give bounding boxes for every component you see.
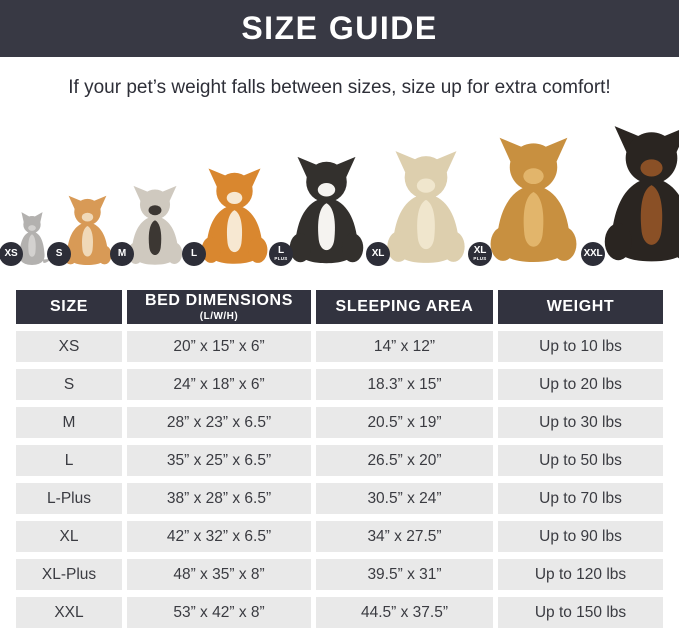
- column-header-size: SIZE: [16, 290, 122, 324]
- animal-golden-retriever: XL PLUS: [468, 133, 590, 269]
- cell-bed-dimensions: 35” x 25” x 6.5”: [127, 445, 311, 476]
- cell-size: S: [16, 369, 122, 400]
- column-header-weight: WEIGHT: [498, 290, 663, 324]
- animal-french-bulldog: M: [110, 183, 191, 269]
- cell-size: M: [16, 407, 122, 438]
- cell-sleeping-area: 26.5” x 20”: [316, 445, 493, 476]
- size-badge-xs: XS: [0, 242, 23, 266]
- cell-weight: Up to 150 lbs: [498, 597, 663, 628]
- column-header-sleeping-area: SLEEPING AREA: [316, 290, 493, 324]
- badge-label: L: [278, 245, 284, 257]
- badge-label: XXL: [583, 248, 603, 259]
- cell-weight: Up to 120 lbs: [498, 559, 663, 590]
- size-badge-m: M: [110, 242, 134, 266]
- doberman-illustration: [604, 126, 679, 262]
- cell-weight: Up to 30 lbs: [498, 407, 663, 438]
- cell-size: L-Plus: [16, 483, 122, 514]
- cell-weight: Up to 50 lbs: [498, 445, 663, 476]
- column-header-bed-dimensions-sub: (L/W/H): [199, 311, 239, 322]
- table-row-l-plus: L-Plus 38” x 28” x 6.5” 30.5” x 24” Up t…: [16, 483, 663, 514]
- animal-cat: XS: [0, 211, 56, 269]
- table-header-row: SIZE BED DIMENSIONS (L/W/H) SLEEPING ARE…: [16, 290, 663, 324]
- cell-bed-dimensions: 42” x 32” x 6.5”: [127, 521, 311, 552]
- cell-weight: Up to 10 lbs: [498, 331, 663, 362]
- cell-weight: Up to 70 lbs: [498, 483, 663, 514]
- badge-sub-label: PLUS: [274, 256, 288, 262]
- animal-border-collie: L PLUS: [269, 153, 375, 269]
- cell-weight: Up to 20 lbs: [498, 369, 663, 400]
- cell-bed-dimensions: 48” x 35” x 8”: [127, 559, 311, 590]
- cell-bed-dimensions: 28” x 23” x 6.5”: [127, 407, 311, 438]
- animal-labrador: XL: [366, 147, 477, 269]
- badge-label: XL: [473, 245, 487, 257]
- cell-sleeping-area: 20.5” x 19”: [316, 407, 493, 438]
- cell-bed-dimensions: 38” x 28” x 6.5”: [127, 483, 311, 514]
- badge-label: S: [55, 248, 63, 259]
- cell-sleeping-area: 30.5” x 24”: [316, 483, 493, 514]
- labrador-illustration: [387, 151, 465, 263]
- page-title: SIZE GUIDE: [241, 10, 438, 46]
- cell-sleeping-area: 14” x 12”: [316, 331, 493, 362]
- cell-sleeping-area: 18.3” x 15”: [316, 369, 493, 400]
- cell-size: XL: [16, 521, 122, 552]
- animal-pomeranian: S: [47, 193, 119, 269]
- cell-size: L: [16, 445, 122, 476]
- table-row-xxl: XXL 53” x 42” x 8” 44.5” x 37.5” Up to 1…: [16, 597, 663, 628]
- badge-label: XS: [4, 248, 18, 259]
- animal-row: XS S M L: [0, 101, 679, 269]
- cell-size: XXL: [16, 597, 122, 628]
- table-row-xs: XS 20” x 15” x 6” 14” x 12” Up to 10 lbs: [16, 331, 663, 362]
- header-bar: SIZE GUIDE: [0, 0, 679, 57]
- badge-sub-label: PLUS: [473, 256, 487, 262]
- badge-label: XL: [371, 248, 385, 259]
- table-row-xl: XL 42” x 32” x 6.5” 34” x 27.5” Up to 90…: [16, 521, 663, 552]
- cell-size: XS: [16, 331, 122, 362]
- animal-doberman: XXL: [581, 121, 679, 269]
- size-badge-xl-plus: XL PLUS: [468, 242, 492, 266]
- cell-size: XL-Plus: [16, 559, 122, 590]
- size-badge-s: S: [47, 242, 71, 266]
- animal-shiba-inu: L: [182, 165, 278, 269]
- table-row-l: L 35” x 25” x 6.5” 26.5” x 20” Up to 50 …: [16, 445, 663, 476]
- size-badge-l-plus: L PLUS: [269, 242, 293, 266]
- golden-retriever-illustration: [490, 137, 577, 263]
- cell-weight: Up to 90 lbs: [498, 521, 663, 552]
- cell-bed-dimensions: 53” x 42” x 8”: [127, 597, 311, 628]
- table-row-xl-plus: XL-Plus 48” x 35” x 8” 39.5” x 31” Up to…: [16, 559, 663, 590]
- badge-label: M: [117, 248, 127, 259]
- table-row-s: S 24” x 18” x 6” 18.3” x 15” Up to 20 lb…: [16, 369, 663, 400]
- cell-bed-dimensions: 24” x 18” x 6”: [127, 369, 311, 400]
- size-badge-xxl: XXL: [581, 242, 605, 266]
- column-header-bed-dimensions-label: BED DIMENSIONS: [145, 292, 293, 309]
- badge-label: L: [191, 248, 197, 259]
- table-row-m: M 28” x 23” x 6.5” 20.5” x 19” Up to 30 …: [16, 407, 663, 438]
- subtitle: If your pet’s weight falls between sizes…: [68, 77, 611, 98]
- cell-sleeping-area: 34” x 27.5”: [316, 521, 493, 552]
- size-table: SIZE BED DIMENSIONS (L/W/H) SLEEPING ARE…: [11, 283, 668, 635]
- cell-bed-dimensions: 20” x 15” x 6”: [127, 331, 311, 362]
- size-badge-l: L: [182, 242, 206, 266]
- cell-sleeping-area: 44.5” x 37.5”: [316, 597, 493, 628]
- column-header-bed-dimensions: BED DIMENSIONS (L/W/H): [127, 290, 311, 324]
- size-badge-xl: XL: [366, 242, 390, 266]
- cell-sleeping-area: 39.5” x 31”: [316, 559, 493, 590]
